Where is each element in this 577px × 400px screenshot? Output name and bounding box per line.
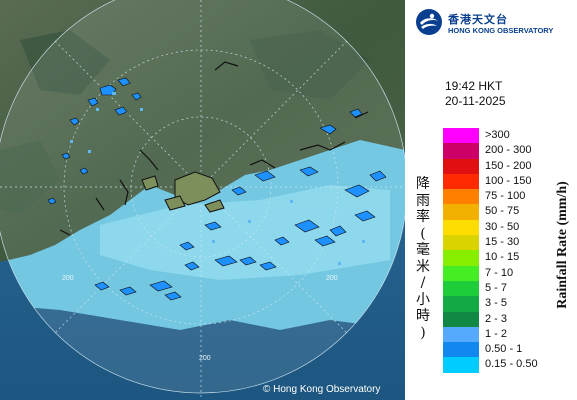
rain-echoes <box>47 77 387 301</box>
legend-title-en: Rainfall Rate (mm/h) <box>555 181 570 309</box>
legend-swatch <box>443 189 479 205</box>
coastline <box>59 61 369 236</box>
legend-swatch <box>443 158 479 174</box>
island <box>204 199 225 213</box>
legend-label: 2 - 3 <box>485 312 508 325</box>
legend-swatch <box>443 326 479 343</box>
legend-label: 1 - 2 <box>485 327 508 340</box>
legend-swatch <box>443 219 479 236</box>
legend-label: 0.50 - 1 <box>485 343 523 356</box>
legend-swatch <box>443 311 479 327</box>
legend-swatch <box>443 342 479 358</box>
legend-swatch <box>443 250 479 266</box>
copyright-text: © Hong Kong Observatory <box>263 384 381 395</box>
observatory-logo: 香港天文台 HONG KONG OBSERVATORY <box>415 8 575 40</box>
island <box>164 195 186 211</box>
legend-label: >300 <box>485 129 510 141</box>
timestamp-time: 19:42 HKT <box>445 79 503 93</box>
legend-swatch <box>443 143 479 159</box>
legend-label: 7 - 10 <box>485 266 514 279</box>
rain-echoes-light <box>70 92 365 265</box>
observatory-emblem-icon <box>416 9 442 35</box>
timestamp-date: 20-11-2025 <box>445 94 506 108</box>
legend-swatch <box>443 204 479 220</box>
legend-label: 50 - 75 <box>485 205 520 218</box>
legend-label: 10 - 15 <box>485 251 520 264</box>
legend-label: 200 - 300 <box>485 144 532 157</box>
legend-title-zh: 降雨率(毫米 / 小時) <box>416 176 430 341</box>
legend-swatch <box>443 357 479 373</box>
island <box>141 175 159 191</box>
range-ring-label: 200 <box>326 275 338 282</box>
legend-label: 75 - 100 <box>485 190 526 203</box>
info-panel: 香港天文台 HONG KONG OBSERVATORY 19:42 HKT 20… <box>405 0 577 400</box>
legend-label: 0.15 - 0.50 <box>485 358 538 371</box>
legend-label: 5 - 7 <box>485 281 508 294</box>
terrain-patch <box>20 30 110 95</box>
radar-map: 200 200 200 <box>0 0 405 400</box>
legend-label: 100 - 150 <box>485 174 532 187</box>
legend-swatch <box>443 128 479 144</box>
range-ring-label: 200 <box>199 355 211 362</box>
legend-label: 150 - 200 <box>485 159 532 172</box>
legend-label: 3 - 5 <box>485 297 508 310</box>
legend-label: 30 - 50 <box>485 220 520 233</box>
legend-swatch <box>443 235 479 251</box>
range-ring-label: 200 <box>62 275 74 282</box>
legend-swatch <box>443 173 479 190</box>
terrain-patch <box>250 30 370 100</box>
legend-swatch <box>443 280 479 297</box>
terrain-patch <box>0 140 60 215</box>
legend-label: 15 - 30 <box>485 236 520 249</box>
legend-swatch <box>443 265 479 281</box>
legend-swatch <box>443 296 479 312</box>
logo-title-zh: 香港天文台 <box>448 13 508 26</box>
logo-title-en: HONG KONG OBSERVATORY <box>448 26 554 35</box>
